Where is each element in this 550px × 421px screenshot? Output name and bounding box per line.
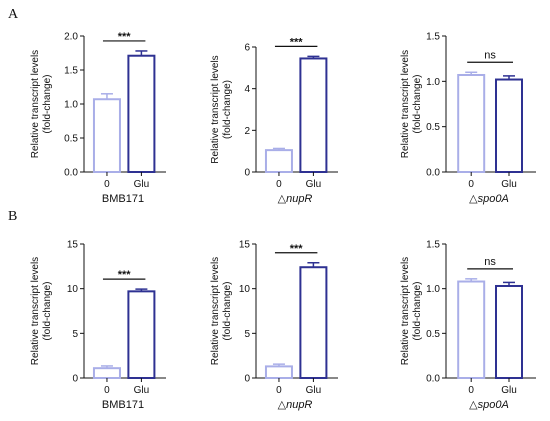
significance-label: *** — [118, 31, 132, 43]
x-tick-label: 0 — [104, 385, 110, 396]
bar-glu — [495, 78, 523, 173]
y-axis-label: Relative transcript levels(fold-change) — [30, 50, 53, 158]
charts-group: 0.0 0.5 1.0 1.5 2.0 Relative transcript level… — [30, 31, 536, 411]
x-axis-label-text: spo0A — [478, 193, 509, 205]
y-axis-label: Relative transcript levels(fold-change) — [400, 50, 423, 158]
y-tick-label: 5 — [72, 329, 78, 340]
y-tick-label: 6 — [244, 43, 250, 54]
x-axis-label: △nupR — [278, 193, 313, 205]
x-axis-label-text: BMB171 — [102, 193, 144, 205]
x-tick-label: Glu — [501, 385, 517, 396]
y-tick-label: 0.5 — [426, 329, 440, 340]
x-tick-label: 0 — [276, 179, 282, 190]
bar-glu — [127, 54, 156, 173]
x-axis-label-text: spo0A — [478, 399, 509, 411]
x-tick-label: Glu — [306, 385, 322, 396]
y-tick-label: 1.0 — [426, 284, 440, 295]
y-tick-label: 4 — [244, 84, 250, 95]
bar-0 — [92, 98, 121, 173]
x-tick-label: Glu — [134, 385, 150, 396]
y-axis-label: Relative transcript levels(fold-change) — [400, 257, 423, 365]
y-tick-label: 1.5 — [64, 66, 78, 77]
panel-letter-a: A — [8, 7, 19, 22]
y-axis-label-line: Relative transcript levels — [210, 257, 221, 365]
x-axis-label-text: BMB171 — [102, 399, 144, 411]
y-tick-label: 10 — [239, 284, 251, 295]
chart-a-1: 0.0 0.5 1.0 1.5 2.0 Relative transcript level… — [30, 31, 166, 205]
y-axis-label: Relative transcript levels(fold-change) — [210, 55, 233, 163]
x-tick-label: Glu — [501, 179, 517, 190]
x-axis-label-text: nupR — [286, 399, 312, 411]
x-axis-label-prefix: △ — [469, 193, 478, 205]
significance-label: ns — [484, 256, 496, 268]
y-tick-label: 1.5 — [426, 32, 440, 43]
y-axis-label-line: Relative transcript levels — [400, 50, 411, 158]
chart-a-2: 0 2 4 6 Relative transcript levels(fold-chan… — [210, 36, 338, 205]
x-axis-label-text: nupR — [286, 193, 312, 205]
chart-b-2: 0 5 10 15 Relative transcript levels(fold-ch… — [210, 240, 338, 411]
y-axis-label-line: Relative transcript levels — [400, 257, 411, 365]
bar-0 — [264, 149, 293, 173]
bar-0 — [264, 365, 293, 379]
x-axis-label-prefix: △ — [278, 399, 287, 411]
bar-0 — [457, 280, 486, 379]
y-tick-label: 0.5 — [64, 134, 78, 145]
bar-0 — [92, 367, 121, 380]
x-axis-label-prefix: △ — [469, 399, 478, 411]
x-tick-label: Glu — [306, 179, 322, 190]
y-axis-label-line: Relative transcript levels — [30, 50, 41, 158]
chart-b-1: 0 5 10 15 Relative transcript levels(fold-ch… — [30, 240, 166, 411]
x-tick-label: 0 — [468, 385, 474, 396]
significance-label: *** — [290, 36, 304, 48]
y-axis-label-line: Relative transcript levels — [30, 257, 41, 365]
y-axis-label: Relative transcript levels(fold-change) — [30, 257, 53, 365]
y-tick-label: 2 — [244, 126, 250, 137]
x-tick-label: 0 — [468, 179, 474, 190]
y-axis-label: Relative transcript levels(fold-change) — [210, 257, 233, 365]
y-tick-label: 1.0 — [64, 100, 78, 111]
x-axis-label: BMB171 — [102, 193, 144, 205]
x-axis-label: △nupR — [278, 399, 313, 411]
y-tick-label: 1.5 — [426, 240, 440, 251]
bar-glu — [299, 266, 328, 379]
x-axis-label: △spo0A — [469, 399, 509, 411]
y-tick-label: 1.0 — [426, 77, 440, 88]
y-axis-label-line: (fold-change) — [412, 75, 423, 134]
y-tick-label: 5 — [244, 329, 250, 340]
x-tick-label: Glu — [134, 179, 150, 190]
y-tick-label: 10 — [67, 284, 79, 295]
y-axis-label-line: (fold-change) — [412, 282, 423, 341]
y-tick-label: 0.0 — [426, 374, 440, 385]
y-tick-label: 2.0 — [64, 32, 78, 43]
significance-label: *** — [118, 269, 132, 281]
x-axis-label-prefix: △ — [278, 193, 287, 205]
bar-0 — [457, 73, 486, 173]
y-axis-label-line: (fold-change) — [222, 282, 233, 341]
y-axis-label-line: (fold-change) — [42, 282, 53, 341]
x-tick-label: 0 — [276, 385, 282, 396]
x-tick-label: 0 — [104, 179, 110, 190]
y-axis-label-line: (fold-change) — [42, 75, 53, 134]
y-tick-label: 0 — [72, 374, 78, 385]
y-tick-label: 15 — [239, 240, 251, 251]
y-tick-label: 15 — [67, 240, 79, 251]
bar-glu — [495, 284, 523, 379]
significance-label: ns — [484, 49, 496, 61]
y-axis-label-line: Relative transcript levels — [210, 55, 221, 163]
y-tick-label: 0.0 — [426, 168, 440, 179]
y-tick-label: 0.0 — [64, 168, 78, 179]
bar-glu — [127, 290, 156, 380]
x-axis-label: △spo0A — [469, 193, 509, 205]
y-tick-label: 0 — [244, 168, 250, 179]
significance-label: *** — [290, 243, 304, 255]
y-tick-label: 0 — [244, 374, 250, 385]
bar-glu — [299, 57, 328, 173]
x-axis-label: BMB171 — [102, 399, 144, 411]
y-tick-label: 0.5 — [426, 122, 440, 133]
y-axis-label-line: (fold-change) — [222, 80, 233, 139]
panel-letter-b: B — [8, 209, 17, 224]
